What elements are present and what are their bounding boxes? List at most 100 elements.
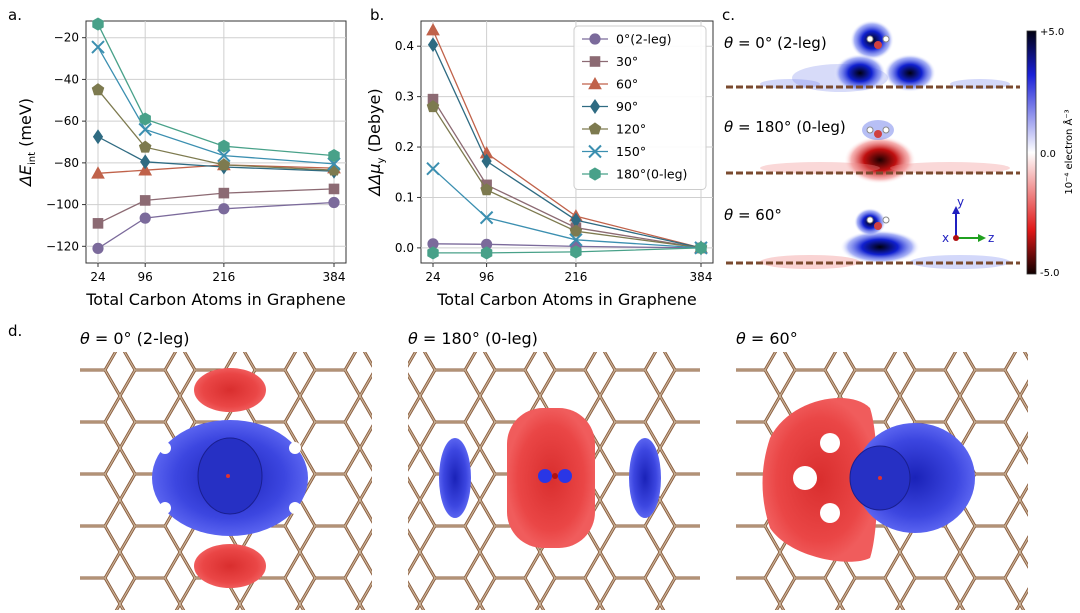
b-data-point xyxy=(426,100,440,113)
a-data-point xyxy=(140,154,151,170)
x-axis-label-b: Total Carbon Atoms in Graphene xyxy=(436,290,697,309)
b-data-point xyxy=(427,246,439,260)
a-data-point xyxy=(218,187,230,199)
a-series-line-3 xyxy=(97,136,335,172)
panel-c-density-slices: c. θ = 0° (2-leg) θ = 180° (0-leg) θ = 6… xyxy=(722,6,1075,279)
y-ticks-a: −20 −40 −60 −80 −100 −120 xyxy=(46,31,86,253)
series-b xyxy=(426,23,708,260)
b-data-point xyxy=(427,37,439,53)
panel-d-density-isosurfaces: d. θ = 0° (2-leg) θ = 180° (0-leg) θ = 6… xyxy=(8,322,1028,610)
a-data-point xyxy=(92,17,104,31)
a-data-point xyxy=(218,203,230,215)
y-axis-label-a: ΔEint (meV) xyxy=(16,98,38,188)
b-data-point xyxy=(480,183,493,196)
a-series-line-4 xyxy=(97,89,335,171)
b-series-line-1 xyxy=(432,98,702,249)
legend-marker xyxy=(588,122,602,135)
y-axis-label-b: ΔΔμy (Debye) xyxy=(365,88,387,197)
x-tick-label: 24 xyxy=(90,270,105,284)
legend-label: 0°(2-leg) xyxy=(616,32,672,47)
a-data-point xyxy=(218,139,230,153)
b-data-point xyxy=(426,162,440,176)
legend-marker xyxy=(589,99,601,114)
a-data-point xyxy=(217,158,231,171)
chart-a: a. −20 −40 −60 −80 −100 −120 24 96 216 384 Total… xyxy=(8,6,347,309)
colorbar-mid: 0.0 xyxy=(1040,149,1056,160)
y-tick-label: 0.1 xyxy=(395,190,414,204)
y-ticks-b: 0.0 0.1 0.2 0.3 0.4 xyxy=(395,39,421,255)
b-series-line-2 xyxy=(432,29,702,249)
legend-box xyxy=(573,25,707,190)
panel-label-b: b. xyxy=(370,6,384,24)
series-a xyxy=(91,17,341,254)
plot-frame-b xyxy=(420,20,714,264)
legend-marker xyxy=(588,76,602,90)
a-data-point xyxy=(138,140,152,153)
isosurface-title-0: θ = 0° (2-leg) xyxy=(80,329,190,348)
legend-marker xyxy=(589,56,601,67)
a-data-point xyxy=(217,148,231,163)
a-data-point xyxy=(327,163,341,176)
y-tick-label: 0.2 xyxy=(395,140,414,154)
b-series-line-5 xyxy=(432,168,702,249)
a-data-point xyxy=(139,112,151,126)
b-data-point xyxy=(695,241,707,255)
a-data-point xyxy=(328,183,340,195)
b-data-point xyxy=(569,224,583,237)
legend-label: 150° xyxy=(616,144,646,159)
b-data-point xyxy=(479,210,494,225)
b-data-point xyxy=(481,153,492,169)
x-tick-label: 96 xyxy=(138,270,153,284)
colorbar-unit: 10⁻⁴ electron Å⁻³ xyxy=(1062,109,1075,194)
y-tick-label: −20 xyxy=(54,31,79,45)
legend-label: 120° xyxy=(616,122,646,137)
a-data-point xyxy=(327,157,341,171)
y-tick-label: −60 xyxy=(54,114,79,128)
legend-label: 30° xyxy=(616,54,638,69)
colorbar-min: -5.0 xyxy=(1040,268,1060,279)
x-ticks-a: 24 96 216 384 xyxy=(90,263,345,284)
b-series-line-6 xyxy=(433,247,702,254)
x-ticks-b: 24 96 216 384 xyxy=(425,263,712,284)
slice-title-0: θ = 0° (2-leg) xyxy=(724,34,827,52)
x-tick-label: 96 xyxy=(479,270,494,284)
legend-label: 90° xyxy=(616,99,638,114)
chart-b: b. 0.0 0.1 0.2 0.3 0.4 24 96 216 384 0°(2-leg) 3… xyxy=(365,6,714,309)
isosurface-title-1: θ = 180° (0-leg) xyxy=(408,329,538,348)
density-slice-2 xyxy=(726,208,1020,269)
isosurface-image-2 xyxy=(736,352,1028,610)
panel-label-a: a. xyxy=(8,6,22,24)
legend-marker xyxy=(589,33,601,45)
y-tick-label: 0.3 xyxy=(395,90,414,104)
a-data-point xyxy=(138,163,153,176)
legend-marker xyxy=(588,144,602,159)
y-tick-label: 0.4 xyxy=(395,39,414,53)
a-data-point xyxy=(92,218,104,229)
isosurface-image-0 xyxy=(80,352,372,610)
b-data-point xyxy=(569,233,583,247)
x-axis-label-a: Total Carbon Atoms in Graphene xyxy=(85,290,346,309)
x-tick-label: 216 xyxy=(564,270,587,284)
b-series-line-0 xyxy=(432,243,702,249)
a-data-point xyxy=(92,129,104,145)
x-tick-label: 384 xyxy=(690,270,713,284)
slice-title-2: θ = 60° xyxy=(724,206,782,224)
a-data-point xyxy=(91,40,105,54)
density-slice-0 xyxy=(726,20,1020,92)
a-series-line-1 xyxy=(97,188,335,224)
y-tick-label: −120 xyxy=(46,239,79,253)
legend-label: 60° xyxy=(616,77,638,92)
colorbar xyxy=(1026,30,1037,275)
a-series-line-2 xyxy=(97,164,335,174)
a-series-line-5 xyxy=(97,46,335,165)
plot-frame-a xyxy=(85,20,347,264)
a-data-point xyxy=(139,195,151,206)
a-series-line-0 xyxy=(97,201,335,249)
panel-label-d: d. xyxy=(8,322,22,340)
y-tick-label: 0.0 xyxy=(395,241,414,255)
x-tick-label: 384 xyxy=(323,270,346,284)
a-series-line-6 xyxy=(97,23,335,157)
isosurface-title-2: θ = 60° xyxy=(736,329,798,348)
axis-y-label: y xyxy=(957,195,964,209)
density-slice-1 xyxy=(726,120,1020,184)
